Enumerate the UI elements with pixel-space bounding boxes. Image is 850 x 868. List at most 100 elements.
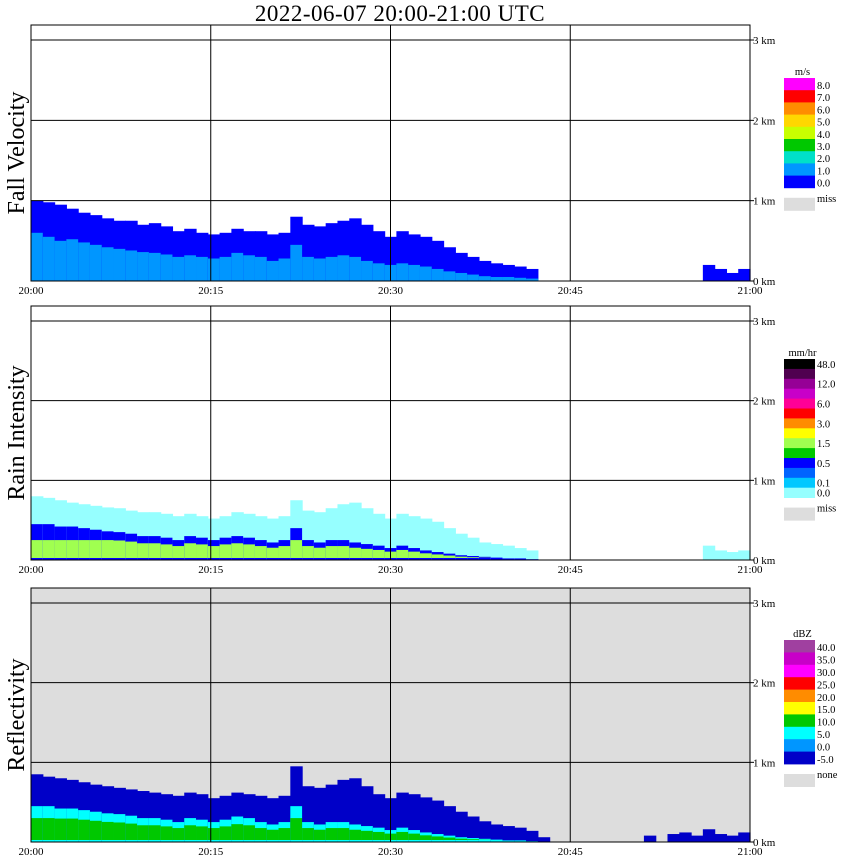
echo-outer-reflectivity-35 <box>443 806 456 842</box>
colorbar-level-reflectivity-9: -5.0 <box>817 755 834 766</box>
echo-bright-rain-intensity-12 <box>172 546 185 558</box>
echo-core-fall-velocity-35 <box>443 271 456 281</box>
echo-core-rain-intensity-40 <box>502 558 515 560</box>
ytick-rain-intensity-1: 2 km <box>753 396 776 408</box>
colorbar-unit-fall-velocity: m/s <box>795 67 810 78</box>
panel-rain-intensity-frame <box>30 305 751 561</box>
echo-outer-rain-intensity-40 <box>502 545 515 560</box>
echo-bright-reflectivity-11 <box>160 826 174 840</box>
colorbar-swatch-reflectivity-6 <box>784 714 815 728</box>
colorbar-swatch-fall-velocity-8 <box>784 175 815 189</box>
colorbar-level-fall-velocity-0: 8.0 <box>817 81 830 92</box>
echo-core-fall-velocity-10 <box>148 252 162 281</box>
ytick-fall-velocity-3: 0 km <box>753 276 776 288</box>
echo-bright-reflectivity-6 <box>101 821 115 840</box>
echo-core-fall-velocity-32 <box>408 264 421 281</box>
echo-core-reflectivity-41 <box>514 840 527 842</box>
echo-core-fall-velocity-2 <box>54 240 67 281</box>
echo-bright-reflectivity-2 <box>54 818 67 840</box>
echo-bright-rain-intensity-8 <box>125 541 138 558</box>
echo-bright-rain-intensity-0 <box>31 540 44 558</box>
ytick-reflectivity-0: 1 km <box>753 757 776 769</box>
ytick-fall-velocity-2: 3 km <box>753 35 776 47</box>
echo-bright-rain-intensity-23 <box>302 546 315 558</box>
echo-bright-reflectivity-34 <box>431 836 445 840</box>
colorbar-level-fall-velocity-7: 1.0 <box>817 166 830 177</box>
colorbar-level-rain-intensity-0: 48.0 <box>817 360 835 371</box>
panel-reflectivity-frame <box>30 587 751 843</box>
echo-bright-reflectivity-5 <box>89 820 103 840</box>
echo-core-fall-velocity-26 <box>337 255 350 281</box>
ylabel-rain-intensity: Rain Intensity <box>4 365 30 500</box>
echo-core-fall-velocity-9 <box>137 252 150 281</box>
colorbar-level-rain-intensity-13: 0.0 <box>817 489 830 500</box>
echo-core-fall-velocity-29 <box>372 263 386 281</box>
echo-outer-reflectivity-36 <box>455 811 468 842</box>
colorbar-level-fall-velocity-3: 5.0 <box>817 118 830 129</box>
echo-bright-reflectivity-0 <box>31 818 44 840</box>
echo-bright-reflectivity-10 <box>148 825 162 840</box>
echo-bright-rain-intensity-24 <box>313 547 327 558</box>
echo-bright-rain-intensity-9 <box>137 543 150 558</box>
echo-outer-reflectivity-55 <box>679 832 692 842</box>
echo-bright-rain-intensity-14 <box>196 544 209 558</box>
colorbar-swatch-reflectivity-8 <box>784 739 815 752</box>
colorbar-swatch-rain-intensity-13 <box>784 487 815 498</box>
echo-core-fall-velocity-37 <box>467 274 480 281</box>
echo-bright-reflectivity-27 <box>349 829 362 840</box>
echo-bright-reflectivity-20 <box>266 829 280 840</box>
echo-outer-reflectivity-60 <box>738 832 751 842</box>
echo-bright-rain-intensity-34 <box>431 554 445 558</box>
xtick-reflectivity-2: 20:30 <box>378 846 404 858</box>
echo-core-fall-velocity-27 <box>349 256 362 281</box>
colorbar-level-fall-velocity-2: 6.0 <box>817 105 830 116</box>
echo-bright-reflectivity-9 <box>137 825 150 840</box>
echo-outer-reflectivity-59 <box>726 835 739 842</box>
echo-bright-rain-intensity-32 <box>408 551 421 558</box>
echo-core-fall-velocity-40 <box>502 276 515 281</box>
echo-outer-rain-intensity-58 <box>714 550 728 560</box>
echo-outer-reflectivity-33 <box>419 797 433 842</box>
colorbar-missing-label-rain-intensity: miss <box>817 504 836 515</box>
echo-bright-rain-intensity-37 <box>467 557 480 558</box>
colorbar-swatch-rain-intensity-3 <box>784 388 815 399</box>
colorbar-swatch-fall-velocity-2 <box>784 102 815 115</box>
colorbar-swatch-reflectivity-2 <box>784 664 815 678</box>
ylabel-reflectivity: Reflectivity <box>4 658 30 771</box>
colorbar-level-reflectivity-5: 15.0 <box>817 705 835 716</box>
echo-core-fall-velocity-31 <box>396 263 409 281</box>
echo-core-rain-intensity-41 <box>514 558 527 560</box>
echo-outer-reflectivity-34 <box>431 800 445 842</box>
ytick-reflectivity-3: 0 km <box>753 837 776 849</box>
echo-bright-reflectivity-3 <box>66 818 79 840</box>
echo-outer-rain-intensity-39 <box>490 544 504 560</box>
echo-bright-rain-intensity-26 <box>337 546 350 558</box>
echo-bright-rain-intensity-4 <box>78 540 91 558</box>
echo-bright-reflectivity-28 <box>361 830 374 840</box>
echo-outer-fall-velocity-42 <box>526 268 539 281</box>
echo-core-reflectivity-37 <box>467 838 480 842</box>
echo-outer-fall-velocity-58 <box>714 268 728 281</box>
colorbar-swatch-reflectivity-5 <box>784 702 815 715</box>
colorbar-swatch-rain-intensity-8 <box>784 438 815 449</box>
colorbar-swatch-reflectivity-9 <box>784 751 815 765</box>
colorbar-swatch-fall-velocity-1 <box>784 90 815 103</box>
echo-core-fall-velocity-24 <box>313 258 327 281</box>
echo-bright-rain-intensity-17 <box>231 543 244 558</box>
echo-outer-reflectivity-42 <box>526 830 539 842</box>
echo-outer-reflectivity-56 <box>691 835 704 842</box>
echo-bright-rain-intensity-13 <box>184 543 197 558</box>
xtick-reflectivity-3: 20:45 <box>558 846 584 858</box>
echo-outer-rain-intensity-33 <box>419 518 433 560</box>
colorbar-missing-swatch-reflectivity <box>784 774 815 787</box>
echo-outer-rain-intensity-37 <box>467 537 480 560</box>
echo-bright-reflectivity-23 <box>302 828 315 840</box>
echo-bright-reflectivity-37 <box>467 839 480 840</box>
echo-bright-reflectivity-21 <box>278 828 291 840</box>
xtick-rain-intensity-4: 21:00 <box>737 564 763 576</box>
colorbar-level-fall-velocity-5: 3.0 <box>817 142 830 153</box>
echo-bright-rain-intensity-31 <box>396 549 409 558</box>
echo-bright-rain-intensity-21 <box>278 546 291 558</box>
colorbar-swatch-fall-velocity-4 <box>784 126 815 140</box>
colorbar-swatch-reflectivity-4 <box>784 689 815 703</box>
